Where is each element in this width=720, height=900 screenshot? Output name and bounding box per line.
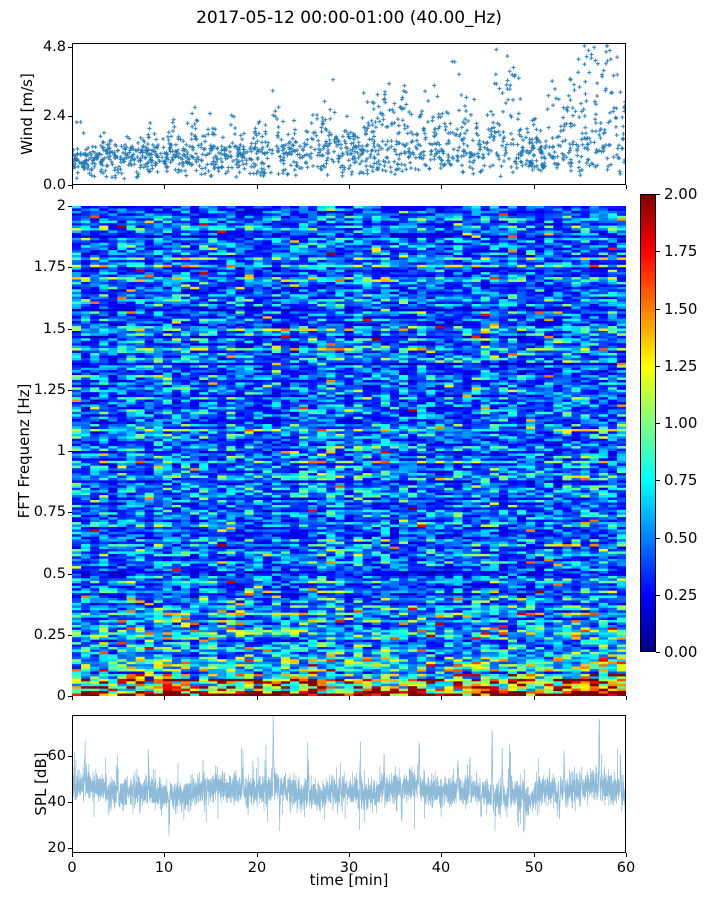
colorbar-tick-label: 2.00 [664, 185, 698, 203]
x-tick-mark [440, 185, 442, 189]
x-tick-mark [348, 696, 350, 700]
colorbar-tick-mark [656, 479, 660, 481]
colorbar-tick-mark [656, 537, 660, 539]
x-tick-mark [71, 853, 73, 857]
colorbar-tick-label: 0.75 [664, 471, 698, 489]
x-tick-label: 30 [339, 860, 359, 876]
colorbar-tick-mark [656, 594, 660, 596]
wind-ytick-tick-label: 0.0 [42, 177, 66, 193]
x-tick-mark [71, 185, 73, 189]
wind-scatter-plot [72, 43, 626, 185]
x-tick-label: 10 [154, 860, 174, 876]
wind-ytick-tick-label: 2.4 [42, 108, 66, 124]
fft-spectrogram-heatmap [72, 206, 626, 696]
colorbar-tick-label: 1.50 [664, 300, 698, 318]
x-tick-mark [163, 185, 165, 189]
fft-ytick-tick-label: 1.25 [33, 382, 66, 398]
colorbar-tick-label: 0.25 [664, 586, 698, 604]
fft-ytick-tick-label: 1 [56, 443, 66, 459]
fft-ytick-tick-mark [68, 695, 72, 697]
wind-ytick-tick-label: 4.8 [42, 39, 66, 55]
fft-ytick-tick-mark [68, 389, 72, 391]
fft-ytick-tick-label: 0.75 [33, 504, 66, 520]
x-axis-label: time [min] [309, 871, 389, 889]
fft-ytick-tick-label: 0.5 [42, 566, 66, 582]
x-tick-label: 40 [431, 860, 451, 876]
colorbar-tick-mark [656, 193, 660, 195]
x-tick-mark [163, 696, 165, 700]
wind-ytick-tick-mark [68, 46, 72, 48]
spl-ytick-tick-mark [68, 755, 72, 757]
x-tick-mark [625, 185, 627, 189]
fft-ytick-tick-mark [68, 450, 72, 452]
spl-ytick-tick-mark [68, 801, 72, 803]
figure-title: 2017-05-12 00:00-01:00 (40.00_Hz) [196, 8, 502, 28]
colorbar-tick-mark [656, 308, 660, 310]
x-tick-mark [348, 853, 350, 857]
x-tick-label: 20 [247, 860, 267, 876]
x-tick-label: 60 [616, 860, 636, 876]
x-tick-mark [625, 696, 627, 700]
x-tick-mark [625, 853, 627, 857]
x-tick-mark [348, 185, 350, 189]
fft-ytick-tick-mark [68, 205, 72, 207]
colorbar-tick-mark [656, 250, 660, 252]
x-tick-mark [163, 853, 165, 857]
x-tick-label: 0 [67, 860, 77, 876]
wind-ytick-tick-mark [68, 184, 72, 186]
colorbar-tick-label: 1.00 [664, 414, 698, 432]
x-tick-mark [533, 853, 535, 857]
x-tick-mark [440, 853, 442, 857]
wind-ytick-tick-mark [68, 115, 72, 117]
colorbar-tick-label: 0.50 [664, 529, 698, 547]
fft-ytick-tick-mark [68, 634, 72, 636]
fft-ytick-tick-label: 2 [56, 198, 66, 214]
x-tick-mark [533, 696, 535, 700]
fft-ytick-tick-label: 1.5 [42, 321, 66, 337]
fft-ytick-tick-label: 1.75 [33, 259, 66, 275]
fft-ytick-tick-label: 0 [56, 688, 66, 704]
colorbar-tick-mark [656, 422, 660, 424]
fft-ytick-tick-mark [68, 511, 72, 513]
colorbar-tick-mark [656, 651, 660, 653]
spl-ytick-tick-label: 20 [47, 840, 66, 856]
x-tick-mark [440, 696, 442, 700]
fft-ytick-tick-mark [68, 266, 72, 268]
colorbar-tick-mark [656, 365, 660, 367]
spl-line-plot [72, 715, 626, 853]
colorbar-tick-label: 0.00 [664, 643, 698, 661]
spl-ytick-tick-label: 60 [47, 748, 66, 764]
spl-ytick-tick-mark [68, 847, 72, 849]
colorbar [640, 194, 656, 652]
x-tick-mark [256, 853, 258, 857]
colorbar-tick-label: 1.25 [664, 357, 698, 375]
fft-ytick-tick-mark [68, 573, 72, 575]
x-tick-label: 50 [524, 860, 544, 876]
fft-ytick-tick-label: 0.25 [33, 627, 66, 643]
x-tick-mark [256, 185, 258, 189]
x-tick-mark [533, 185, 535, 189]
x-tick-mark [71, 696, 73, 700]
x-tick-mark [256, 696, 258, 700]
colorbar-tick-label: 1.75 [664, 242, 698, 260]
fft-ytick-tick-mark [68, 328, 72, 330]
spl-ytick-tick-label: 40 [47, 794, 66, 810]
